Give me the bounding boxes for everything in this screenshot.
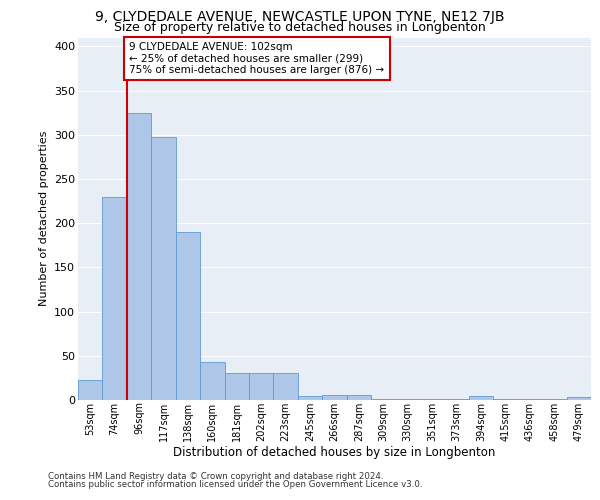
Text: Contains HM Land Registry data © Crown copyright and database right 2024.: Contains HM Land Registry data © Crown c… <box>48 472 383 481</box>
Bar <box>176 232 200 400</box>
Bar <box>78 380 103 400</box>
Text: 9 CLYDEDALE AVENUE: 102sqm
← 25% of detached houses are smaller (299)
75% of sem: 9 CLYDEDALE AVENUE: 102sqm ← 25% of deta… <box>130 42 385 75</box>
Bar <box>224 374 249 400</box>
X-axis label: Distribution of detached houses by size in Longbenton: Distribution of detached houses by size … <box>173 446 496 460</box>
Bar <box>103 196 127 400</box>
Bar <box>347 394 371 400</box>
Bar <box>274 374 298 400</box>
Bar <box>249 374 274 400</box>
Text: Size of property relative to detached houses in Longbenton: Size of property relative to detached ho… <box>114 21 486 34</box>
Bar <box>322 394 347 400</box>
Bar <box>566 398 591 400</box>
Bar <box>445 399 469 400</box>
Bar <box>371 399 395 400</box>
Bar <box>542 399 566 400</box>
Text: 9, CLYDEDALE AVENUE, NEWCASTLE UPON TYNE, NE12 7JB: 9, CLYDEDALE AVENUE, NEWCASTLE UPON TYNE… <box>95 10 505 24</box>
Bar <box>200 362 224 400</box>
Y-axis label: Number of detached properties: Number of detached properties <box>38 131 49 306</box>
Bar <box>518 399 542 400</box>
Bar <box>395 399 420 400</box>
Bar <box>493 399 518 400</box>
Bar <box>298 396 322 400</box>
Bar <box>151 138 176 400</box>
Bar <box>127 112 151 400</box>
Bar <box>420 399 445 400</box>
Text: Contains public sector information licensed under the Open Government Licence v3: Contains public sector information licen… <box>48 480 422 489</box>
Bar <box>469 396 493 400</box>
